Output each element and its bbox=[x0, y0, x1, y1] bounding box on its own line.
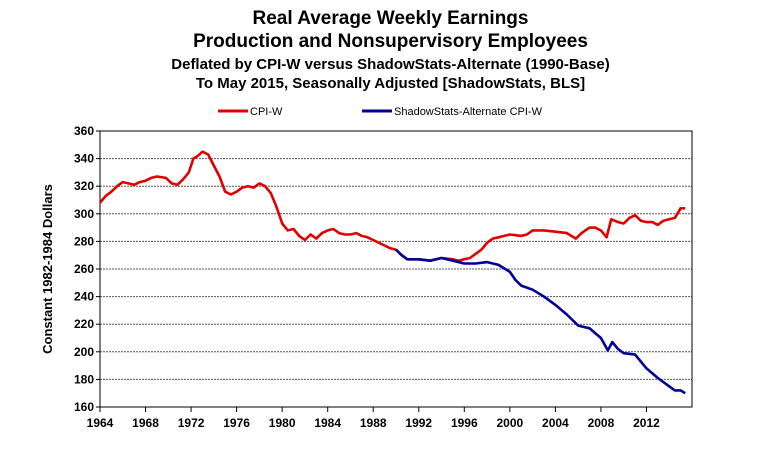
x-tick-label: 1964 bbox=[87, 416, 114, 430]
y-tick-label: 300 bbox=[74, 207, 94, 221]
y-tick-label: 280 bbox=[74, 234, 94, 248]
x-tick-label: 1992 bbox=[405, 416, 432, 430]
y-tick-label: 220 bbox=[74, 317, 94, 331]
x-tick-label: 1984 bbox=[314, 416, 341, 430]
series-line-cpi-w bbox=[98, 150, 686, 262]
y-tick-label: 160 bbox=[74, 400, 94, 414]
y-tick-label: 320 bbox=[74, 179, 94, 193]
y-axis-label: Constant 1982-1984 Dollars bbox=[40, 184, 55, 354]
chart-subtitle-1: Production and Nonsupervisory Employees bbox=[193, 31, 588, 52]
x-tick-label: 2000 bbox=[496, 416, 523, 430]
x-tick-label: 1968 bbox=[132, 416, 159, 430]
x-tick-label: 1980 bbox=[269, 416, 296, 430]
x-tick-label: 2012 bbox=[633, 416, 660, 430]
chart-title: Real Average Weekly Earnings bbox=[252, 8, 529, 29]
y-tick-label: 260 bbox=[74, 262, 94, 276]
y-tick-label: 340 bbox=[74, 152, 94, 166]
y-tick-label: 200 bbox=[74, 345, 94, 359]
x-tick-label: 2004 bbox=[542, 416, 569, 430]
plot-area-border bbox=[99, 130, 693, 408]
x-tick-label: 1996 bbox=[451, 416, 478, 430]
x-tick-label: 1976 bbox=[223, 416, 250, 430]
legend-label: CPI-W bbox=[250, 106, 283, 118]
chart-subtitle-2: Deflated by CPI-W versus ShadowStats-Alt… bbox=[171, 56, 610, 73]
series-line-shadowstats bbox=[395, 248, 686, 395]
y-tick-label: 360 bbox=[74, 124, 94, 138]
legend-label: ShadowStats-Alternate CPI-W bbox=[394, 106, 543, 118]
x-tick-label: 2008 bbox=[588, 416, 615, 430]
y-tick-label: 180 bbox=[74, 372, 94, 386]
x-tick-label: 1972 bbox=[178, 416, 205, 430]
y-tick-label: 240 bbox=[74, 290, 94, 304]
chart-subtitle-3: To May 2015, Seasonally Adjusted [Shadow… bbox=[195, 75, 586, 92]
x-tick-label: 1988 bbox=[360, 416, 387, 430]
